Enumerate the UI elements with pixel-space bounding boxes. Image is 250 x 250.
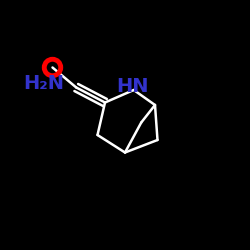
Text: HN: HN [116,77,149,96]
Text: H₂N: H₂N [23,74,64,93]
